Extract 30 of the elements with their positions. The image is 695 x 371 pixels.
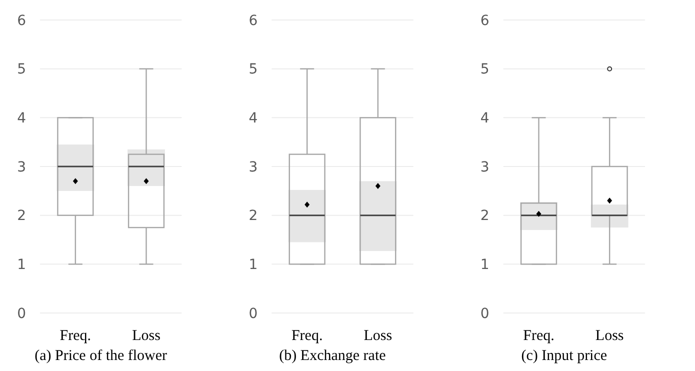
y-tick-label: 6 [480,12,490,29]
x-tick-label: Freq. [60,328,92,344]
y-tick-label: 4 [480,110,490,127]
y-tick-label: 1 [248,257,258,274]
y-tick-label: 2 [17,208,26,224]
y-tick-label: 3 [480,159,490,176]
x-tick-label: Loss [132,328,161,344]
x-tick-label: Loss [364,328,392,344]
text: (c) Input price [521,348,608,364]
y-tick-label: 2 [248,208,258,224]
y-tick-label: 6 [17,12,26,29]
y-tick-label: 6 [248,12,258,29]
y-tick-label: 3 [17,159,26,176]
y-tick-label: 4 [17,110,26,127]
y-tick-label: 4 [248,110,258,127]
y-tick-label: 0 [480,306,490,322]
y-tick-label: 1 [17,257,26,274]
x-tick-label: Freq. [291,328,323,344]
y-tick-label: 3 [248,159,258,176]
y-tick-label: 5 [248,62,258,78]
y-tick-label: 1 [480,257,490,274]
y-tick-label: 5 [480,62,490,78]
x-tick-label: Loss [595,328,624,344]
text: (a) Price of the flower [34,348,168,364]
y-tick-label: 0 [17,306,26,322]
x-tick-label: Freq. [523,328,554,344]
text: (b) Exchange rate [279,348,386,364]
y-tick-label: 2 [480,208,490,224]
y-tick-label: 5 [17,62,26,78]
y-tick-label: 0 [248,306,258,322]
